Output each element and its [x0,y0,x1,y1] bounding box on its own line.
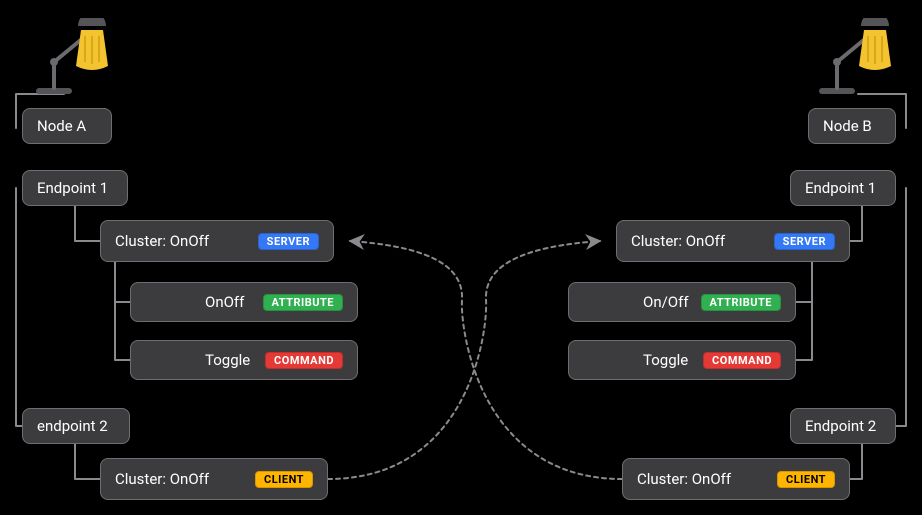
command-badge: COMMAND [265,352,343,369]
node-b_cl_srv: Cluster: OnOff SERVER [616,220,850,262]
client-badge: CLIENT [255,471,313,488]
node-b_ep2: Endpoint 2 [790,408,896,444]
node-a_cl_srv: Cluster: OnOff SERVER [100,220,334,262]
client-badge: CLIENT [777,471,835,488]
node-label: OnOff [205,295,244,310]
node-b_attr: On/Off ATTRIBUTE [568,282,796,322]
node-b_ep1: Endpoint 1 [790,170,896,206]
node-label: Cluster: OnOff [115,472,209,487]
node-label: Node B [823,119,872,134]
node-label: Toggle [205,353,250,368]
node-b_node: Node B [808,108,896,144]
lamp-icon [34,18,118,100]
node-a_ep2: endpoint 2 [22,408,130,444]
node-label: Endpoint 2 [805,419,876,434]
node-label: Cluster: OnOff [631,234,725,249]
node-a_cmd: Toggle COMMAND [130,340,358,380]
node-label: On/Off [643,295,689,310]
node-b_cmd: Toggle COMMAND [568,340,796,380]
node-label: Toggle [643,353,688,368]
node-label: endpoint 2 [37,419,108,434]
node-label: Cluster: OnOff [637,472,731,487]
node-a_attr: OnOff ATTRIBUTE [130,282,358,322]
server-badge: SERVER [774,233,835,250]
node-label: Endpoint 1 [805,181,876,196]
node-a_cl_cli: Cluster: OnOff CLIENT [100,458,328,500]
attribute-badge: ATTRIBUTE [701,294,782,311]
node-label: Endpoint 1 [37,181,108,196]
node-label: Node A [37,119,86,134]
node-label: Cluster: OnOff [115,234,209,249]
attribute-badge: ATTRIBUTE [263,294,344,311]
lamp-icon [817,18,901,100]
node-a_node: Node A [22,108,112,144]
server-badge: SERVER [258,233,319,250]
node-a_ep1: Endpoint 1 [22,170,128,206]
command-badge: COMMAND [703,352,781,369]
node-b_cl_cli: Cluster: OnOff CLIENT [622,458,850,500]
